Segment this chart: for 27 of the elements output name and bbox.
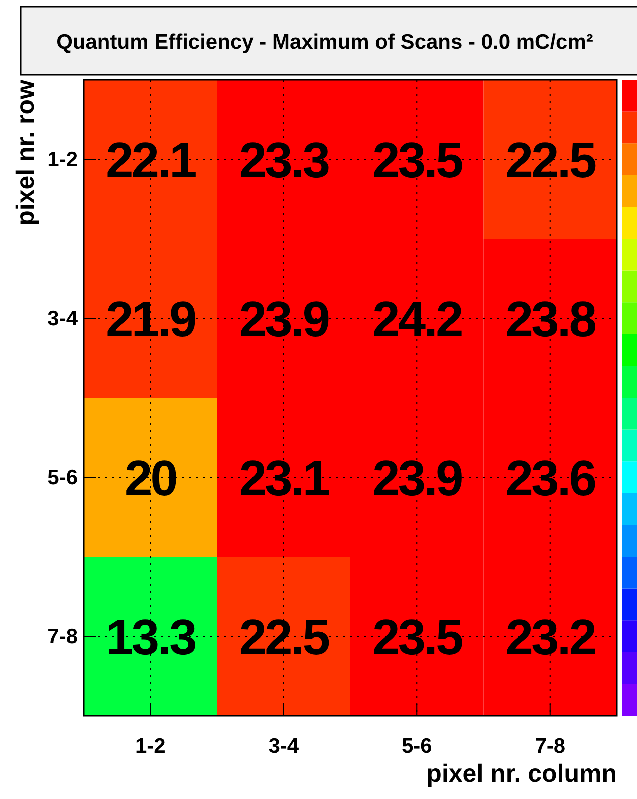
y-tick-label: 1-2 [48, 148, 78, 172]
data-label: 22.5 [506, 132, 596, 188]
data-label: 23.5 [372, 610, 463, 666]
data-label: 23.1 [239, 450, 330, 506]
y-tick-label: 5-6 [48, 466, 78, 490]
x-tick-label: 3-4 [268, 735, 300, 758]
data-label: 22.5 [239, 610, 330, 666]
data-label: 23.8 [506, 292, 596, 348]
data-label: 21.9 [106, 292, 196, 348]
data-label: 23.5 [372, 132, 463, 188]
y-tick-label: 7-8 [48, 626, 78, 648]
y-tick-label: 3-4 [48, 308, 78, 330]
data-label: 23.9 [372, 450, 462, 506]
data-label: 23.9 [239, 292, 329, 348]
x-tick-label: 1-2 [135, 735, 166, 758]
x-tick-label: 7-8 [535, 735, 566, 758]
chart-title: Quantum Efficiency - Maximum of Scans - 0.0 mC/cm² [56, 31, 594, 54]
x-tick-label: 5-6 [402, 735, 432, 758]
data-label: 23.3 [239, 132, 329, 188]
x-axis-title: pixel nr. column [426, 760, 617, 788]
data-label: 23.2 [506, 610, 596, 666]
data-label: 22.1 [106, 132, 196, 188]
data-label: 20 [124, 450, 177, 506]
data-label: 24.2 [372, 292, 462, 348]
data-label: 23.6 [506, 450, 596, 506]
y-axis-title: pixel nr. row [12, 79, 40, 226]
data-label: 13.3 [106, 610, 196, 666]
